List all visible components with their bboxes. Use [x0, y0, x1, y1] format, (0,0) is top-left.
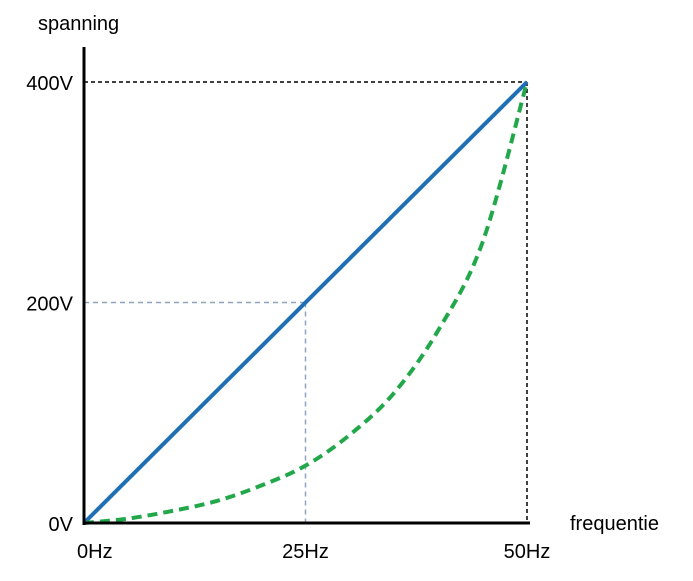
- y-tick-label: 200V: [26, 294, 73, 316]
- tick-labels: 0V 200V 400V 0Hz 25Hz 50Hz: [26, 73, 550, 563]
- series-layer: [82, 80, 529, 525]
- reference-lines: [84, 81, 528, 523]
- y-axis-label: spanning: [38, 13, 119, 35]
- x-axis-label: frequentie: [570, 513, 659, 535]
- x-tick-label: 25Hz: [282, 541, 329, 563]
- y-tick-label: 0V: [49, 514, 74, 536]
- y-tick-label: 400V: [26, 73, 73, 95]
- x-tick-label: 50Hz: [504, 541, 551, 563]
- series-line-1: [83, 81, 529, 525]
- series-line-0: [82, 80, 529, 525]
- x-tick-label: 0Hz: [77, 541, 113, 563]
